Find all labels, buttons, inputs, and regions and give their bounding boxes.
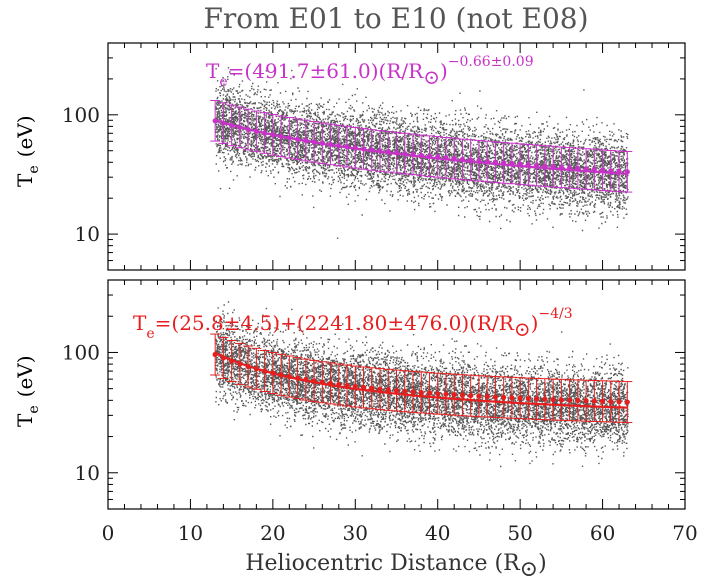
top-fit-sub: e [219,74,227,90]
bin-mean-point [517,395,523,401]
bin-mean-point [558,397,564,403]
bottom-ylabel-unit: (eV) [13,355,37,397]
x-tick-label: 40 [425,521,450,545]
top-fit-close: ) [440,59,448,83]
x-axis-label-suffix: ) [538,551,547,576]
bottom-axis-ticks: 10 100 [62,279,686,510]
bin-mean-point [426,390,433,396]
bin-mean-point [435,391,441,397]
top-plot-frame [107,42,686,271]
sun-symbol: ⊙ [514,317,531,341]
y-tick-label: 100 [62,103,100,127]
top-fit-T: T [206,59,220,83]
bin-mean-point [624,399,630,405]
bottom-plot-frame [107,279,686,510]
bin-mean-point [385,387,391,393]
bin-mean-point [476,393,482,399]
fit-line [214,118,628,176]
bottom-ylabel: Te (eV) [13,355,42,427]
bin-mean-point [608,398,614,405]
bin-mean-point [484,393,490,400]
x-tick-label: 70 [672,521,697,545]
x-axis-label-prefix: Heliocentric Distance (R [245,551,521,576]
bottom-ylabel-sub: e [26,405,42,413]
bottom-binned-errorbars [210,333,633,424]
bin-mean-point [468,393,474,399]
bottom-fit-exponent: −4/3 [538,306,572,322]
top-ylabel: Te (eV) [13,115,42,187]
y-tick-label: 10 [75,461,100,485]
bin-mean-point [616,399,622,405]
bin-mean-point [583,398,589,404]
bin-mean-point [393,387,400,394]
bin-mean-point [525,395,531,402]
bottom-fit-main: =(25.8±4.5)+(2241.80±476.0)(R/R [155,311,515,335]
bin-mean-point [501,394,507,401]
bottom-fit-sub: e [146,326,154,342]
bin-mean-point [443,391,449,397]
bottom-fit-T: T [133,311,147,335]
bin-mean-point [418,389,424,396]
bin-mean-point [377,386,383,392]
figure-title: From E01 to E10 (not E08) [203,2,588,35]
bin-mean-point [492,394,499,400]
x-tick-label: 20 [260,521,285,545]
bin-mean-point [410,389,416,395]
top-fit-main: =(491.7±61.0)(R/R [228,59,425,83]
top-binned-errorbars [210,99,633,193]
bin-mean-point [599,398,606,404]
bin-mean-point [542,396,548,402]
bin-mean-point [567,397,573,403]
bin-mean-point [402,388,408,394]
top-fit-exponent: −0.66±0.09 [448,54,534,70]
bottom-fit-equation: Te=(25.8±4.5)+(2241.80±476.0)(R/R⊙)−4/3 [133,306,573,342]
y-tick-label: 10 [75,222,100,246]
top-ylabel-unit: (eV) [13,115,37,157]
bottom-ylabel-T: T [13,413,37,427]
x-axis-label: Heliocentric Distance (R⊙) [245,551,546,582]
bottom-scatter-cloud [215,301,629,468]
bin-mean-point [591,398,597,404]
bin-mean-point [575,397,581,404]
bin-mean-point [459,392,466,398]
x-tick-label: 0 [102,521,115,545]
scatter-points [215,301,629,468]
bin-mean-point [550,396,556,403]
top-ylabel-T: T [13,173,37,187]
y-tick-label: 100 [62,340,100,364]
x-tick-label: 10 [178,521,203,545]
top-fit-equation: Te=(491.7±61.0)(R/R⊙)−0.66±0.09 [206,54,534,90]
bin-mean-point [534,396,540,402]
x-tick-label: 30 [343,521,368,545]
bin-mean-point [509,395,515,401]
sun-symbol: ⊙ [520,557,538,582]
bottom-fit-curve [214,351,628,409]
bin-mean-point [369,385,375,391]
fit-line [214,351,628,409]
x-tick-label: 60 [590,521,615,545]
bottom-fit-close: ) [531,311,539,335]
x-tick-labels: 0 10 20 30 40 50 60 70 [102,521,698,545]
top-ylabel-sub: e [26,165,42,173]
bin-mean-point [451,392,457,398]
x-tick-label: 50 [507,521,532,545]
top-fit-curve [214,118,628,176]
sun-symbol: ⊙ [423,65,440,89]
